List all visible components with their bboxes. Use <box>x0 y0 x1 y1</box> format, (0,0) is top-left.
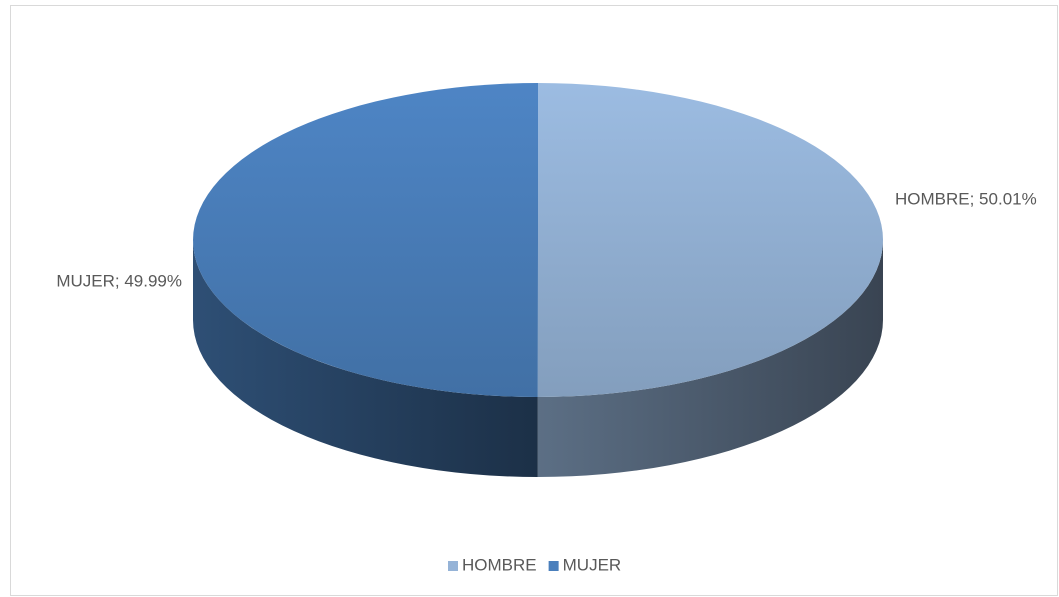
legend-label: MUJER <box>563 555 622 574</box>
legend-label: HOMBRE <box>462 555 537 574</box>
slice-side <box>537 240 883 477</box>
data-label: MUJER; 49.99% <box>56 271 182 290</box>
slice-side <box>193 240 538 477</box>
slice <box>193 83 538 397</box>
legend-swatch <box>448 561 458 571</box>
legend-swatch <box>548 561 559 571</box>
slice <box>537 83 884 397</box>
data-label: HOMBRE; 50.01% <box>895 190 1037 209</box>
